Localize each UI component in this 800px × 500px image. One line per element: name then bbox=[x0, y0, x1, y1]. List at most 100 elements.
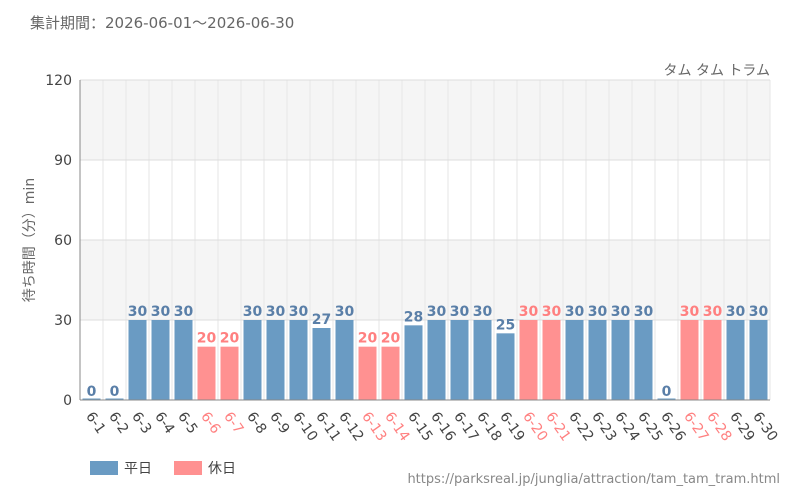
y-tick-label: 90 bbox=[54, 153, 72, 169]
bar bbox=[174, 320, 193, 400]
value-label: 25 bbox=[496, 317, 515, 333]
bar bbox=[312, 328, 331, 400]
x-tick-label: 6-12 bbox=[335, 409, 366, 444]
y-tick-labels: 0 30 60 90 120 bbox=[45, 73, 72, 409]
legend-swatch-holiday bbox=[174, 461, 202, 475]
value-label: 30 bbox=[266, 304, 286, 320]
value-label: 20 bbox=[220, 331, 240, 347]
x-tick-label: 6-22 bbox=[565, 409, 596, 444]
bar bbox=[542, 320, 561, 400]
x-tick-label: 6-20 bbox=[519, 409, 550, 444]
value-label: 30 bbox=[289, 304, 309, 320]
bar bbox=[588, 320, 607, 400]
bar bbox=[680, 320, 699, 400]
x-tick-label: 6-8 bbox=[243, 409, 269, 437]
y-tick-label: 120 bbox=[45, 73, 72, 89]
source-url[interactable]: https://parksreal.jp/junglia/attraction/… bbox=[407, 472, 780, 487]
value-label: 30 bbox=[128, 304, 148, 320]
value-label: 30 bbox=[611, 304, 631, 320]
x-tick-label: 6-15 bbox=[404, 409, 435, 444]
x-tick-label: 6-3 bbox=[128, 409, 154, 437]
value-label: 30 bbox=[565, 304, 585, 320]
bar bbox=[703, 320, 722, 400]
value-label: 30 bbox=[749, 304, 769, 320]
x-tick-label: 6-9 bbox=[266, 409, 292, 437]
bar bbox=[82, 398, 101, 400]
x-tick-label: 6-7 bbox=[220, 409, 246, 437]
x-tick-label: 6-2 bbox=[105, 409, 131, 437]
x-tick-labels: 6-16-26-36-46-56-66-76-86-96-106-116-126… bbox=[82, 409, 780, 444]
value-label: 30 bbox=[473, 304, 493, 320]
bar bbox=[358, 346, 377, 400]
x-tick-label: 6-1 bbox=[82, 409, 108, 437]
x-tick-label: 6-25 bbox=[634, 409, 665, 444]
bar bbox=[105, 398, 124, 400]
value-label: 30 bbox=[634, 304, 654, 320]
value-label: 30 bbox=[703, 304, 723, 320]
chart-title: タム タム トラム bbox=[663, 63, 770, 79]
bar bbox=[565, 320, 584, 400]
legend-label-weekday: 平日 bbox=[124, 461, 152, 477]
period-text: 集計期間：2026-06-01～2026-06-30 bbox=[30, 14, 295, 32]
y-axis-label: 待ち時間（分）min bbox=[22, 178, 38, 302]
x-tick-label: 6-19 bbox=[496, 409, 527, 444]
bar bbox=[404, 325, 423, 400]
value-label: 27 bbox=[312, 312, 331, 328]
x-tick-label: 6-11 bbox=[312, 409, 343, 444]
value-label: 30 bbox=[174, 304, 194, 320]
bar bbox=[450, 320, 469, 400]
legend-label-holiday: 休日 bbox=[208, 461, 236, 477]
x-tick-label: 6-24 bbox=[611, 409, 642, 444]
x-tick-label: 6-28 bbox=[703, 409, 734, 444]
legend: 平日 休日 bbox=[90, 458, 236, 478]
x-tick-label: 6-5 bbox=[174, 409, 200, 437]
bar bbox=[657, 398, 676, 400]
bar bbox=[128, 320, 147, 400]
bar bbox=[726, 320, 745, 400]
x-tick-label: 6-30 bbox=[749, 409, 780, 444]
value-label: 20 bbox=[358, 331, 378, 347]
value-label: 30 bbox=[588, 304, 608, 320]
x-tick-label: 6-21 bbox=[542, 409, 573, 444]
x-tick-label: 6-4 bbox=[151, 409, 177, 437]
x-tick-label: 6-29 bbox=[726, 409, 757, 444]
value-label: 30 bbox=[243, 304, 263, 320]
x-tick-label: 6-10 bbox=[289, 409, 320, 444]
x-tick-label: 6-26 bbox=[657, 409, 688, 444]
y-tick-label: 0 bbox=[63, 393, 72, 409]
bar bbox=[749, 320, 768, 400]
legend-swatch-weekday bbox=[90, 461, 118, 475]
x-tick-label: 6-13 bbox=[358, 409, 389, 444]
bar bbox=[220, 346, 239, 400]
bar bbox=[473, 320, 492, 400]
value-label: 30 bbox=[542, 304, 562, 320]
value-label: 30 bbox=[335, 304, 355, 320]
value-label: 20 bbox=[381, 331, 401, 347]
x-tick-label: 6-17 bbox=[450, 409, 481, 444]
value-label: 30 bbox=[151, 304, 171, 320]
value-label: 28 bbox=[404, 309, 423, 325]
x-tick-label: 6-16 bbox=[427, 409, 458, 444]
bar bbox=[151, 320, 170, 400]
value-label: 30 bbox=[680, 304, 700, 320]
value-label: 30 bbox=[450, 304, 470, 320]
value-label: 20 bbox=[197, 331, 217, 347]
bar bbox=[427, 320, 446, 400]
bar bbox=[289, 320, 308, 400]
bar bbox=[611, 320, 630, 400]
bar bbox=[266, 320, 285, 400]
bar bbox=[243, 320, 262, 400]
value-label: 30 bbox=[519, 304, 539, 320]
legend-item-holiday[interactable]: 休日 bbox=[174, 458, 236, 478]
value-label: 0 bbox=[87, 384, 97, 400]
x-tick-label: 6-23 bbox=[588, 409, 619, 444]
bar bbox=[335, 320, 354, 400]
bars bbox=[82, 320, 768, 400]
x-tick-label: 6-6 bbox=[197, 409, 223, 437]
bar bbox=[197, 346, 216, 400]
value-label: 0 bbox=[662, 384, 672, 400]
y-tick-label: 60 bbox=[54, 233, 72, 249]
legend-item-weekday[interactable]: 平日 bbox=[90, 458, 152, 478]
